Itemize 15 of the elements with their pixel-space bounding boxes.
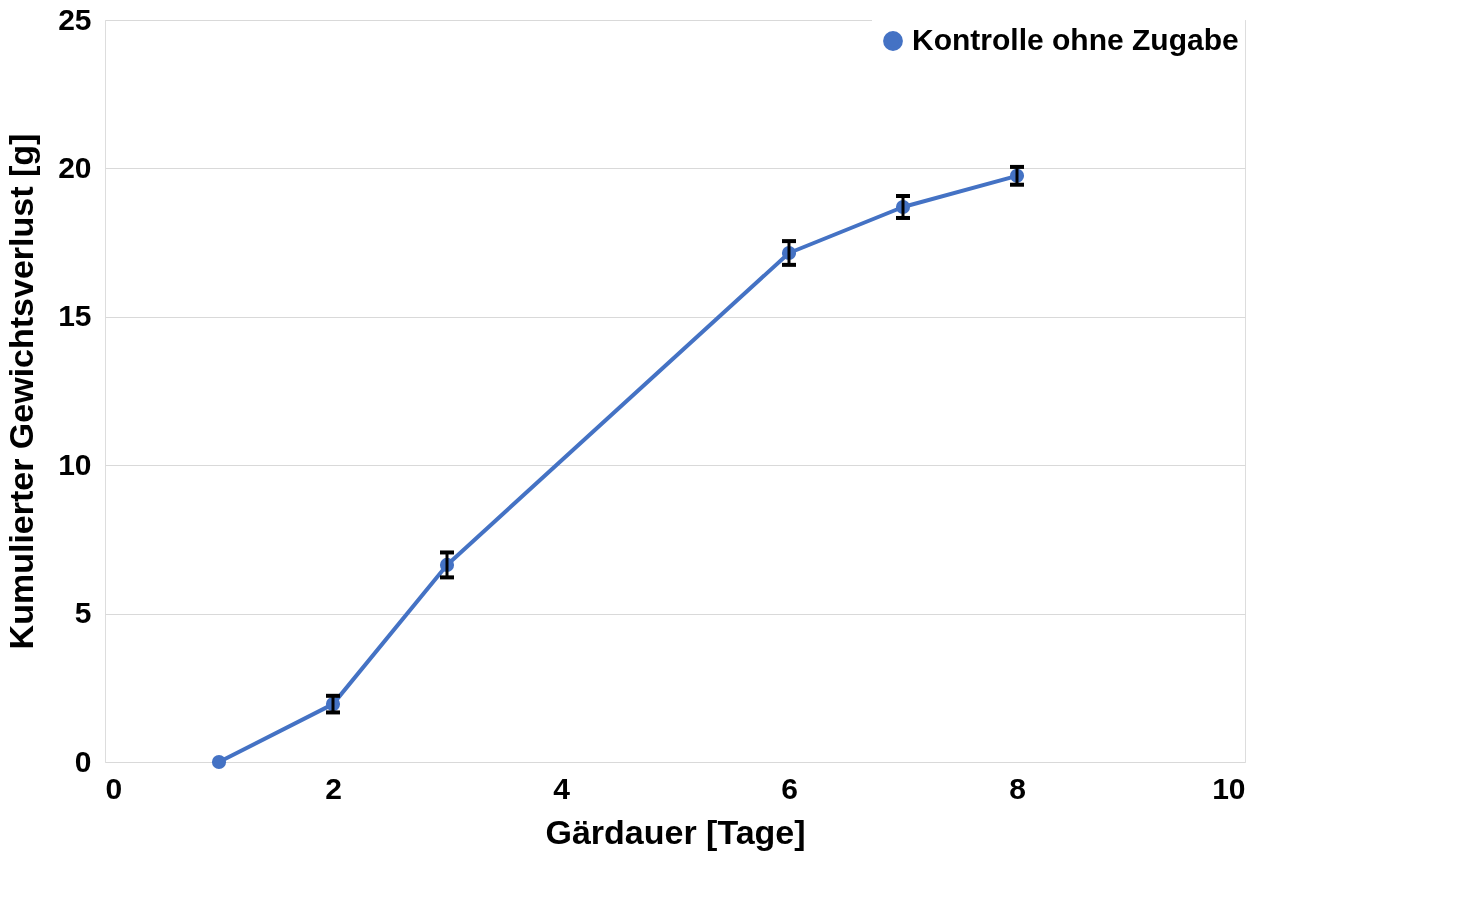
y-tick-label: 10 [58, 447, 92, 481]
y-tick-label: 0 [74, 744, 92, 778]
y-tick-label: 5 [74, 596, 92, 630]
x-tick-label: 6 [781, 771, 798, 805]
x-tick-label: 0 [105, 771, 123, 805]
y-tick-label: 25 [58, 2, 92, 36]
x-tick-label: 8 [1009, 771, 1026, 805]
x-tick-label: 10 [1212, 771, 1246, 805]
y-tick-label: 20 [58, 150, 92, 184]
legend-label: Kontrolle ohne Zugabe [912, 23, 1239, 56]
x-axis-title: Gärdauer [Tage] [545, 812, 806, 851]
y-axis-title: Kumulierter Gewichtsverlust [g] [2, 133, 41, 650]
x-tick-label: 2 [325, 771, 342, 805]
y-tick-label: 15 [58, 299, 92, 333]
x-tick-label: 4 [553, 771, 571, 805]
